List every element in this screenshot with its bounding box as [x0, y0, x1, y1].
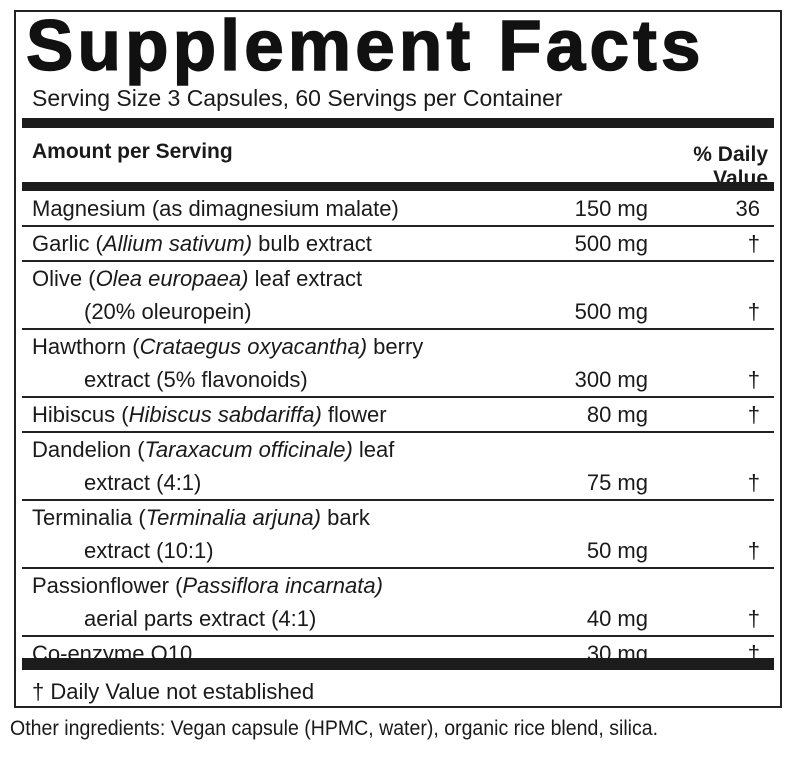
- ingredient-row: Hibiscus (Hibiscus sabdariffa) flower 80 …: [22, 398, 774, 433]
- amount: 300 mg: [574, 367, 648, 392]
- daily-value: 36: [735, 196, 760, 221]
- ingredient-row: Terminalia (Terminalia arjuna) bark extra…: [22, 501, 774, 569]
- panel-title: Supplement Facts: [25, 6, 705, 87]
- amount: 80 mg: [586, 402, 648, 427]
- thick-divider: [22, 658, 774, 670]
- daily-value: †: [747, 470, 760, 495]
- ingredient-row: Magnesium (as dimagnesium malate) 150 mg 3…: [22, 192, 774, 227]
- ingredient-row: Olive (Olea europaea) leaf extract (20% o…: [22, 262, 774, 330]
- ingredient-name: Magnesium (as dimagnesium malate): [32, 196, 399, 221]
- dv-header-line1: % Daily: [693, 143, 768, 166]
- ingredient-name: Terminalia (Terminalia arjuna) bark: [32, 505, 370, 530]
- daily-value: †: [747, 299, 760, 324]
- daily-value: †: [747, 402, 760, 427]
- amount: 500 mg: [574, 299, 648, 324]
- amount-per-serving-header: Amount per Serving: [32, 140, 233, 163]
- daily-value: †: [747, 367, 760, 392]
- ingredient-name: Olive (Olea europaea) leaf extract: [32, 266, 363, 291]
- serving-size: Serving Size 3 Capsules, 60 Servings per…: [32, 85, 563, 111]
- ingredient-name: Hibiscus (Hibiscus sabdariffa) flower: [32, 402, 387, 427]
- supplement-facts-panel: Supplement Facts Serving Size 3 Capsules…: [14, 6, 782, 708]
- ingredient-name-cont: extract (4:1): [84, 470, 202, 495]
- amount: 500 mg: [574, 231, 648, 256]
- daily-value: †: [747, 538, 760, 563]
- amount: 150 mg: [574, 196, 648, 221]
- ingredient-row: Passionflower (Passiflora incarnata) aeri…: [22, 569, 774, 637]
- amount: 50 mg: [586, 538, 648, 563]
- ingredient-row: Hawthorn (Crataegus oxyacantha) berry ext…: [22, 330, 774, 398]
- ingredient-name: Passionflower (Passiflora incarnata): [32, 573, 383, 598]
- thick-divider: [22, 182, 774, 191]
- ingredient-name-cont: aerial parts extract (4:1): [84, 606, 317, 631]
- ingredient-name: Dandelion (Taraxacum officinale) leaf: [32, 437, 395, 462]
- amount: 40 mg: [586, 606, 648, 631]
- ingredient-name: Garlic (Allium sativum) bulb extract: [32, 231, 372, 256]
- thick-divider: [22, 118, 774, 128]
- ingredient-row: Dandelion (Taraxacum officinale) leaf ext…: [22, 433, 774, 501]
- daily-value: †: [747, 606, 760, 631]
- ingredient-name-cont: extract (5% flavonoids): [84, 367, 308, 392]
- other-ingredients: Other ingredients: Vegan capsule (HPMC, …: [10, 717, 659, 740]
- ingredient-name-cont: (20% oleuropein): [84, 299, 252, 324]
- amount: 75 mg: [586, 470, 648, 495]
- ingredient-row: Garlic (Allium sativum) bulb extract 500 …: [22, 227, 774, 262]
- daily-value: †: [747, 231, 760, 256]
- ingredient-name-cont: extract (10:1): [84, 538, 214, 563]
- footnote: † Daily Value not established: [32, 679, 315, 704]
- ingredient-name: Hawthorn (Crataegus oxyacantha) berry: [32, 334, 424, 359]
- ingredient-table: Magnesium (as dimagnesium malate) 150 mg 3…: [22, 192, 774, 670]
